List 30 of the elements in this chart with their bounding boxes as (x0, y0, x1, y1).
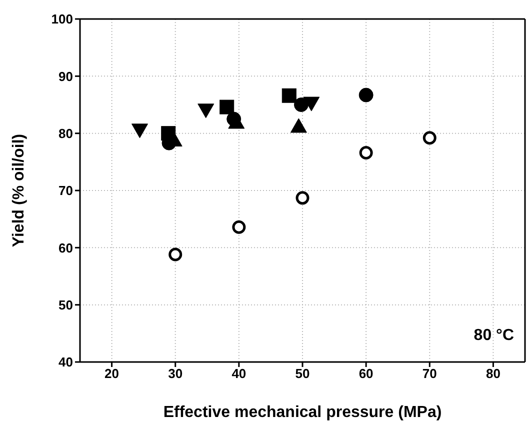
x-tick-label: 20 (104, 366, 120, 382)
annotation: 80 °C (474, 327, 514, 345)
y-tick-label: 80 (58, 126, 73, 141)
x-tick-label: 30 (168, 366, 183, 382)
y-tick-label: 50 (58, 297, 73, 312)
point (359, 146, 373, 160)
y-tick-label: 70 (58, 183, 73, 198)
y-tick-label: 100 (51, 12, 73, 27)
x-tick-label: 80 (486, 366, 500, 382)
point (282, 88, 296, 103)
x-tick-label: 60 (358, 366, 374, 382)
y-axis-title: Yield (% oil/oil) (10, 134, 28, 248)
x-tick-label: 50 (295, 366, 310, 382)
point (232, 220, 246, 234)
x-axis-title: Effective mechanical pressure (MPa) (163, 404, 442, 421)
point (132, 124, 148, 138)
point (220, 100, 234, 114)
point (294, 98, 308, 112)
point (358, 88, 374, 102)
point (303, 96, 320, 112)
point (168, 248, 182, 262)
x-tick-label: 40 (232, 366, 246, 382)
y-tick-label: 40 (58, 354, 73, 370)
y-tick-label: 90 (58, 68, 73, 84)
point (296, 191, 310, 205)
y-tick-label: 60 (58, 240, 73, 256)
x-tick-label: 70 (422, 366, 437, 382)
point (198, 104, 214, 118)
point (422, 131, 436, 145)
point (290, 118, 307, 133)
